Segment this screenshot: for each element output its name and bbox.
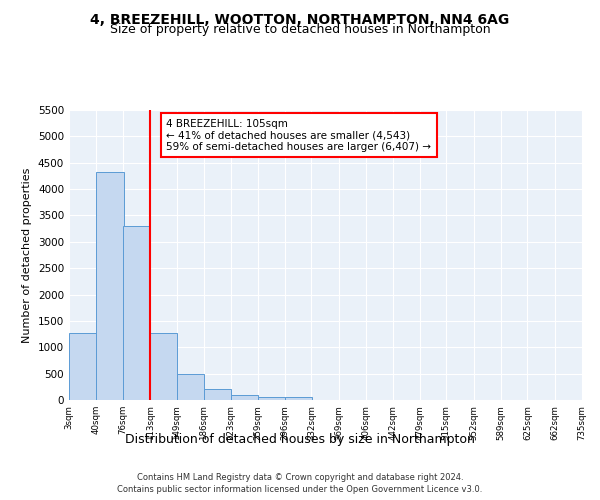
Bar xyxy=(204,388,231,400)
Bar xyxy=(285,397,312,400)
Bar xyxy=(257,397,285,400)
Bar xyxy=(69,333,96,400)
Text: 4 BREEZEHILL: 105sqm
← 41% of detached houses are smaller (4,543)
59% of semi-de: 4 BREEZEHILL: 105sqm ← 41% of detached h… xyxy=(166,118,431,152)
Text: Distribution of detached houses by size in Northampton: Distribution of detached houses by size … xyxy=(125,432,475,446)
Y-axis label: Number of detached properties: Number of detached properties xyxy=(22,168,32,342)
Bar xyxy=(231,396,259,400)
Text: 4, BREEZEHILL, WOOTTON, NORTHAMPTON, NN4 6AG: 4, BREEZEHILL, WOOTTON, NORTHAMPTON, NN4… xyxy=(91,12,509,26)
Text: Contains public sector information licensed under the Open Government Licence v3: Contains public sector information licen… xyxy=(118,485,482,494)
Bar xyxy=(176,374,204,400)
Bar xyxy=(96,172,124,400)
Bar xyxy=(150,332,178,400)
Text: Contains HM Land Registry data © Crown copyright and database right 2024.: Contains HM Land Registry data © Crown c… xyxy=(137,472,463,482)
Bar xyxy=(123,226,150,400)
Text: Size of property relative to detached houses in Northampton: Size of property relative to detached ho… xyxy=(110,22,490,36)
